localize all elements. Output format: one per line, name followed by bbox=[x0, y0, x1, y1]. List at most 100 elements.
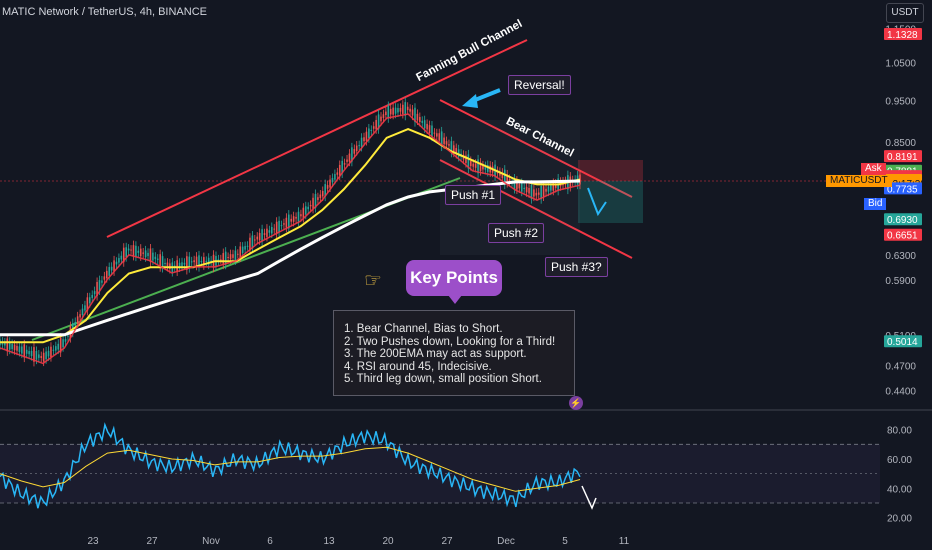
candle-body bbox=[108, 267, 111, 276]
candle-body bbox=[88, 297, 91, 304]
candle-body bbox=[11, 344, 13, 350]
price-tick-label: 0.5900 bbox=[885, 276, 916, 287]
price-tick-label: 0.4400 bbox=[885, 386, 916, 397]
candle-body bbox=[203, 257, 205, 266]
candle-body bbox=[79, 314, 81, 318]
candle-body bbox=[237, 253, 239, 255]
candle-body bbox=[297, 211, 300, 222]
candle-body bbox=[554, 183, 557, 188]
candle-body bbox=[249, 237, 251, 251]
candle-body bbox=[42, 352, 45, 362]
candle-body bbox=[387, 106, 390, 119]
candle-body bbox=[338, 164, 341, 176]
candle-body bbox=[6, 338, 9, 352]
candle-body bbox=[336, 172, 339, 175]
candle-body bbox=[45, 351, 47, 360]
candle-body bbox=[537, 192, 540, 195]
candle-body bbox=[118, 258, 120, 263]
candle-body bbox=[448, 144, 450, 146]
candle-body bbox=[186, 256, 188, 270]
price-tag-label: 1.1328 bbox=[887, 30, 918, 41]
candle-body bbox=[98, 280, 101, 291]
candle-body bbox=[50, 346, 52, 358]
candle-body bbox=[13, 344, 16, 351]
candle-body bbox=[35, 350, 38, 360]
candle-body bbox=[84, 305, 86, 311]
candle-body bbox=[351, 147, 353, 162]
push-3-label: Push #3? bbox=[545, 257, 608, 277]
candle-body bbox=[224, 251, 227, 265]
candle-body bbox=[326, 185, 329, 189]
candle-body bbox=[91, 294, 94, 298]
time-tick-label: Nov bbox=[202, 536, 220, 547]
candle-body bbox=[321, 191, 324, 197]
candle-body bbox=[86, 297, 89, 311]
candle-body bbox=[501, 172, 504, 179]
candle-body bbox=[426, 123, 428, 130]
candle-body bbox=[251, 235, 254, 249]
time-tick-label: 13 bbox=[323, 536, 335, 547]
candle-body bbox=[222, 253, 225, 265]
candle-body bbox=[360, 137, 363, 147]
candle-body bbox=[156, 258, 159, 260]
candle-body bbox=[113, 260, 115, 272]
candle-body bbox=[166, 262, 169, 268]
candle-body bbox=[416, 113, 419, 121]
price-tag-box bbox=[884, 335, 922, 348]
candle-body bbox=[152, 252, 154, 261]
candle-body bbox=[406, 106, 409, 111]
price-tick-label: 1.0500 bbox=[885, 59, 916, 70]
candle-body bbox=[142, 252, 144, 254]
candle-body bbox=[76, 316, 79, 324]
ema-fast-line bbox=[0, 113, 581, 365]
candle-body bbox=[110, 266, 113, 271]
candle-body bbox=[455, 148, 458, 154]
candle-body bbox=[64, 339, 67, 342]
candle-body bbox=[542, 186, 545, 197]
candle-body bbox=[270, 227, 273, 234]
candle-body bbox=[52, 349, 55, 351]
candle-body bbox=[254, 239, 256, 241]
candle-body bbox=[411, 109, 414, 116]
candle-body bbox=[161, 256, 164, 268]
time-tick-label: 27 bbox=[441, 536, 453, 547]
candle-body bbox=[23, 344, 26, 358]
reversal-arrowhead-icon bbox=[462, 94, 478, 108]
candle-body bbox=[198, 255, 200, 268]
candle-body bbox=[382, 114, 385, 118]
candle-body bbox=[506, 174, 508, 183]
candle-body bbox=[389, 108, 392, 115]
price-tag-box bbox=[884, 213, 922, 226]
candle-body bbox=[445, 141, 448, 145]
candle-body bbox=[229, 254, 232, 260]
candle-body bbox=[518, 183, 521, 189]
currency-button[interactable]: USDT bbox=[886, 3, 924, 23]
candle-body bbox=[210, 260, 212, 262]
candle-body bbox=[290, 218, 293, 222]
candle-body bbox=[319, 194, 322, 198]
candle-body bbox=[523, 187, 525, 190]
candle-body bbox=[428, 125, 431, 134]
candle-body bbox=[33, 347, 35, 362]
candle-body bbox=[394, 107, 397, 114]
note-line: 2. Two Pushes down, Looking for a Third! bbox=[344, 335, 556, 348]
candle-body bbox=[246, 245, 249, 247]
candle-body bbox=[433, 132, 436, 134]
candle-body bbox=[74, 321, 77, 326]
rsi-line bbox=[0, 422, 581, 509]
candle-body bbox=[414, 107, 416, 123]
candle-body bbox=[477, 159, 479, 174]
lightning-icon[interactable]: ⚡ bbox=[569, 396, 583, 410]
candle-body bbox=[263, 233, 266, 235]
candle-body bbox=[404, 102, 407, 116]
candle-body bbox=[312, 197, 314, 209]
candle-body bbox=[525, 186, 528, 193]
candle-body bbox=[101, 280, 103, 283]
candle-body bbox=[331, 177, 334, 183]
candle-body bbox=[28, 351, 30, 355]
time-tick-label: 20 bbox=[382, 536, 394, 547]
candle-body bbox=[363, 137, 365, 142]
candle-body bbox=[234, 250, 237, 261]
candle-body bbox=[365, 131, 368, 141]
candle-body bbox=[147, 252, 149, 257]
